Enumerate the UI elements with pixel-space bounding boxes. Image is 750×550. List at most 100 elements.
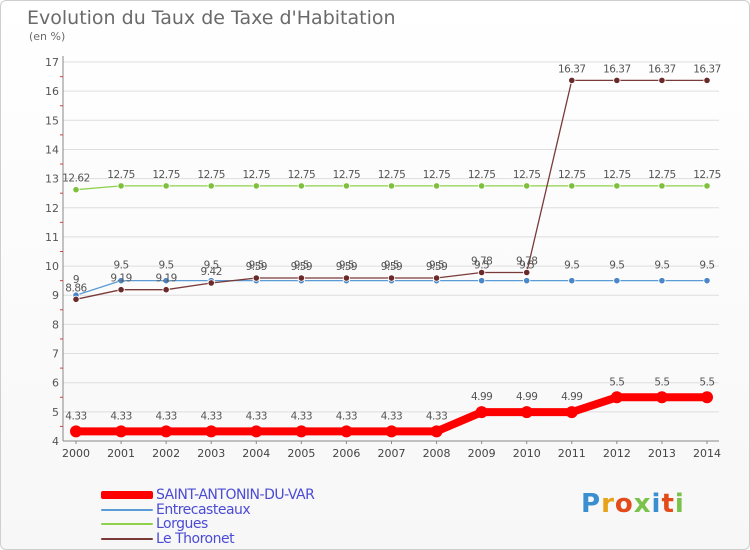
data-label: 4.33 [201,410,222,422]
data-label: 9.5 [159,260,174,272]
y-tick-label: 9 [52,289,59,302]
y-tick-label: 5 [52,406,59,419]
data-label: 4.99 [516,391,537,403]
data-point [568,76,576,84]
data-point [207,182,215,190]
data-label: 5.5 [609,376,624,388]
data-point [205,425,218,438]
data-point [523,277,531,285]
data-point [568,277,576,285]
data-point [432,182,441,190]
y-tick-label: 17 [45,56,59,69]
y-tick-label: 4 [52,435,59,448]
data-label: 9.78 [516,255,537,267]
y-tick-label: 16 [45,85,59,98]
data-point [70,425,82,438]
data-label: 9.78 [471,255,492,267]
data-label: 16.37 [558,63,586,75]
logo-letter: r [601,489,615,519]
x-tick-label: 2005 [287,447,315,460]
y-tick-label: 13 [45,173,59,186]
data-label: 4.33 [246,410,267,422]
x-tick-label: 2010 [513,447,541,460]
data-point [387,182,396,190]
data-label: 12.75 [333,169,361,181]
data-label: 12.75 [693,169,721,181]
data-point [207,279,215,287]
data-label: 9.59 [291,261,312,273]
data-point [297,182,305,190]
x-tick-label: 2011 [558,447,586,460]
logo-letter: i [651,489,662,519]
data-label: 9.5 [474,260,489,272]
data-label: 9.5 [249,260,264,272]
x-tick-label: 2007 [378,447,406,460]
data-point [342,274,351,282]
chart-unit: (en %) [29,30,66,43]
data-point [72,186,80,194]
data-point [252,274,260,282]
data-point [523,182,531,190]
data-point [658,277,666,285]
data-label: 4.33 [291,410,312,422]
data-point [610,391,623,404]
data-point [387,274,396,282]
proxiti-logo: Proxiti [581,489,685,519]
x-tick-label: 2014 [693,447,721,460]
x-tick-label: 2002 [152,447,180,460]
data-point [297,274,305,282]
data-point [478,268,486,277]
data-point [342,182,351,190]
data-label: 12.75 [288,169,316,181]
logo-letter: o [614,489,634,519]
data-label: 9.19 [110,273,131,285]
data-label: 9.5 [384,260,399,272]
data-point [385,425,398,438]
legend-label: Lorgues [156,515,208,532]
data-label: 4.33 [65,410,86,422]
data-label: 4.33 [155,410,176,422]
data-label: 9.42 [201,266,222,278]
data-label: 9.59 [336,261,357,273]
data-point [658,182,666,190]
x-tick-label: 2001 [107,447,135,460]
data-label: 9.5 [294,260,309,272]
data-point [658,76,666,84]
data-point [162,277,170,285]
legend-swatch [101,537,153,540]
legend-item-lorgues: Lorgues [101,515,208,532]
y-tick-label: 8 [52,318,59,331]
data-label: 12.75 [152,169,180,181]
data-label: 9.19 [155,273,176,285]
data-label: 9.5 [519,260,534,272]
y-tick-label: 6 [52,377,59,390]
data-label: 9 [73,274,79,286]
data-point [565,406,578,419]
data-label: 9.59 [381,261,402,273]
y-tick-label: 14 [45,143,59,156]
data-label: 4.33 [110,410,131,422]
data-label: 12.75 [603,169,631,181]
data-point [117,277,125,285]
y-tick-label: 15 [45,114,59,127]
data-label: 9.5 [654,260,669,272]
y-tick-label: 12 [45,202,59,215]
data-point [162,182,170,190]
data-label: 12.75 [423,169,451,181]
legend-item-le-thoronet: Le Thoronet [101,531,235,547]
data-label: 9.5 [113,260,128,272]
legend-label: SAINT-ANTONIN-DU-VAR [156,486,315,503]
logo-letter: t [661,489,675,519]
logo-letter: x [633,489,652,519]
data-label: 9.5 [609,260,624,272]
data-label: 5.5 [654,376,669,388]
data-point [117,182,125,190]
data-label: 16.37 [603,63,631,75]
data-point [478,277,486,285]
x-tick-label: 2006 [332,447,360,460]
data-point [703,277,711,285]
data-point [520,406,533,419]
legend-swatch [101,508,153,511]
legend-label: Entrecasteaux [156,501,251,518]
